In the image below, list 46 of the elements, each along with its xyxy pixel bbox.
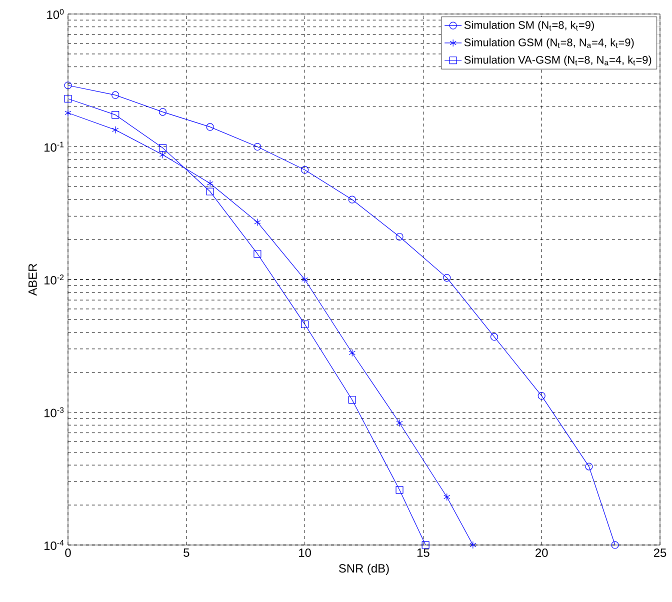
point — [64, 94, 72, 103]
point — [301, 276, 308, 284]
point — [112, 126, 119, 134]
point — [422, 541, 430, 549]
point — [158, 108, 167, 116]
point — [396, 232, 404, 241]
y-tick-label: 10$^{-4}$ — [44, 540, 64, 550]
x-tick-label: 0 — [65, 548, 71, 557]
legend-label: Simulation SM (N$_{t}$=8, k$_{t}$=9) — [464, 20, 594, 32]
y-tick-label: 10$^{0}$ — [47, 8, 64, 19]
legend-label: Simulation VA-GSM (N$_{t}$=8, N$_{a}$=4, k$_{t}$=9) — [464, 56, 652, 66]
point — [206, 123, 214, 131]
point — [348, 196, 356, 204]
point — [611, 541, 619, 549]
x-tick-label: 5 — [184, 548, 190, 557]
point — [301, 166, 309, 174]
point — [538, 392, 546, 400]
point — [396, 486, 404, 494]
point — [490, 333, 498, 341]
point — [444, 493, 450, 501]
point — [254, 142, 262, 151]
x-tick-label: 10 — [299, 548, 311, 557]
point — [443, 274, 451, 282]
point — [64, 109, 72, 117]
x-tick-label: 20 — [536, 548, 548, 557]
x-tick-label: 15 — [417, 548, 430, 557]
point — [64, 82, 72, 90]
point — [206, 180, 214, 188]
x-axis-title: SNR (dB) — [338, 564, 389, 575]
point — [112, 91, 120, 99]
x-tick-label: 25 — [654, 548, 666, 557]
y-tick-label: 10$^{-2}$ — [44, 274, 64, 285]
legend-label: Simulation GSM (N$_{t}$=8, N$_{a}$=4, k$_{t}$=9) — [464, 38, 634, 48]
y-axis-title: ABER — [28, 264, 37, 296]
point — [396, 419, 403, 427]
point — [254, 218, 261, 226]
point — [301, 320, 309, 328]
point — [254, 250, 262, 258]
point — [112, 111, 120, 119]
point — [206, 188, 214, 196]
y-tick-label: 10$^{-3}$ — [44, 407, 64, 418]
point — [348, 396, 356, 404]
y-tick-label: 10$^{-1}$ — [44, 142, 64, 152]
point — [585, 462, 593, 470]
point — [348, 349, 356, 357]
point — [470, 541, 476, 549]
